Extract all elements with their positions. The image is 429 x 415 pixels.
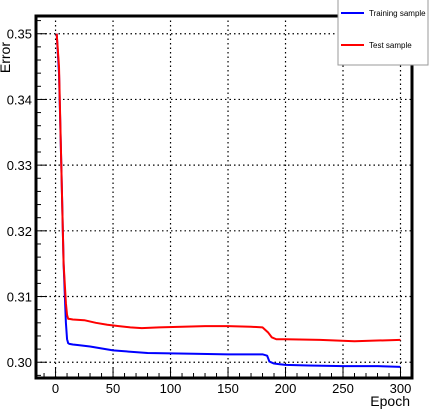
x-tick-label: 250: [332, 381, 354, 396]
legend-label-training: Training sample: [369, 9, 426, 18]
y-tick-label: 0.32: [7, 224, 32, 239]
y-tick-label: 0.35: [7, 27, 32, 42]
x-tick-label: 150: [217, 381, 239, 396]
x-tick-label: 50: [106, 381, 120, 396]
tick-labels: 0 50 100 150 200 250 300 0.30 0.31 0.32 0.33 0.34 0.…: [7, 27, 412, 396]
y-axis-title: Error: [0, 42, 13, 73]
series-layer: [55, 33, 401, 368]
series-line-test: [55, 33, 401, 343]
y-tick-label: 0.34: [7, 92, 32, 107]
ticks: [36, 20, 402, 378]
y-tick-label: 0.31: [7, 290, 32, 305]
x-tick-label: 200: [275, 381, 297, 396]
grid: [36, 16, 412, 378]
legend: Training sample Test sample: [337, 0, 429, 66]
series-line-training: [55, 33, 401, 368]
y-tick-label: 0.33: [7, 158, 32, 173]
x-tick-label: 0: [52, 381, 59, 396]
legend-label-test: Test sample: [369, 41, 412, 50]
x-axis-title: Epoch: [370, 393, 410, 409]
x-tick-label: 100: [160, 381, 182, 396]
x-tick-label: 300: [390, 381, 412, 396]
y-tick-label: 0.30: [7, 355, 32, 370]
legend-box: [337, 0, 429, 66]
plot-frame: [34, 14, 414, 380]
